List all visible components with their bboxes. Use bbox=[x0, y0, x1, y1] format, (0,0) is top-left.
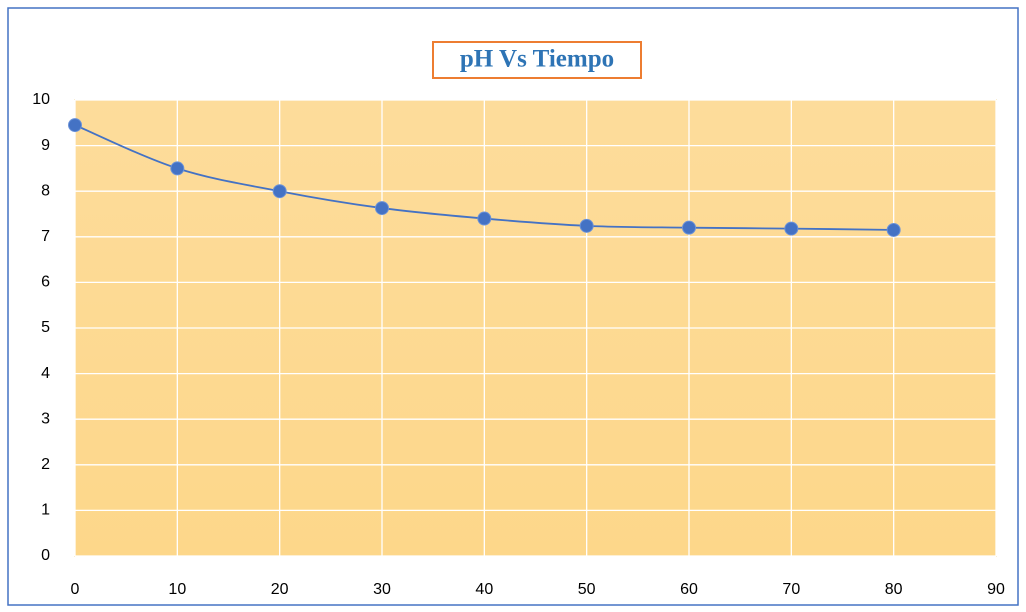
x-tick-label: 0 bbox=[71, 581, 80, 598]
x-tick-label: 10 bbox=[168, 581, 186, 598]
data-point bbox=[682, 220, 696, 235]
title-box bbox=[432, 41, 642, 79]
data-point bbox=[170, 161, 185, 176]
y-tick-label: 7 bbox=[41, 228, 50, 245]
x-tick-label: 50 bbox=[578, 581, 596, 598]
y-tick-label: 9 bbox=[41, 137, 50, 154]
data-point bbox=[375, 201, 389, 216]
y-tick-label: 8 bbox=[41, 182, 50, 199]
y-tick-label: 1 bbox=[41, 502, 50, 519]
data-point bbox=[68, 118, 82, 133]
y-tick-label: 4 bbox=[41, 365, 50, 382]
x-tick-label: 40 bbox=[475, 581, 493, 598]
chart-title: pH Vs Tiempo bbox=[460, 46, 614, 73]
y-tick-label: 3 bbox=[41, 410, 50, 427]
y-tick-label: 0 bbox=[41, 547, 50, 564]
data-point bbox=[886, 222, 901, 237]
data-point bbox=[579, 218, 594, 233]
y-tick-label: 5 bbox=[41, 319, 50, 336]
x-tick-label: 90 bbox=[987, 581, 1005, 598]
x-tick-label: 60 bbox=[680, 581, 698, 598]
y-tick-label: 10 bbox=[32, 91, 50, 108]
x-tick-label: 70 bbox=[782, 581, 800, 598]
x-tick-label: 80 bbox=[885, 581, 903, 598]
data-point bbox=[272, 184, 287, 199]
y-tick-label: 2 bbox=[41, 456, 50, 473]
x-tick-label: 20 bbox=[271, 581, 289, 598]
x-tick-label: 30 bbox=[373, 581, 391, 598]
data-point bbox=[477, 211, 492, 226]
y-tick-label: 6 bbox=[41, 274, 50, 291]
data-point bbox=[784, 221, 799, 236]
